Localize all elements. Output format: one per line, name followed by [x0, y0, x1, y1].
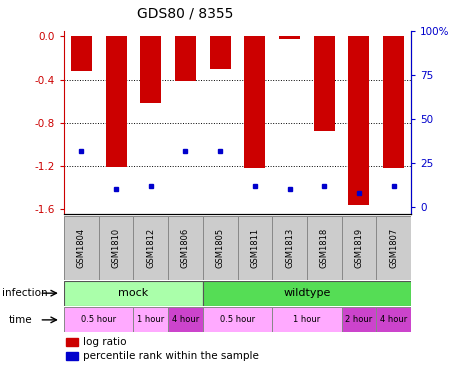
Text: GSM1810: GSM1810 — [112, 228, 121, 268]
Text: 1 hour: 1 hour — [137, 315, 164, 324]
Bar — [349, 37, 369, 205]
Bar — [307, 216, 342, 280]
Text: time: time — [9, 315, 32, 325]
Bar — [141, 37, 161, 103]
Bar — [66, 352, 78, 361]
Bar — [203, 216, 238, 280]
Text: 4 hour: 4 hour — [172, 315, 199, 324]
Text: infection: infection — [2, 288, 48, 298]
Bar — [64, 216, 99, 280]
Bar — [279, 37, 300, 39]
Text: GSM1811: GSM1811 — [250, 228, 259, 268]
Bar — [106, 37, 126, 167]
Bar — [342, 307, 376, 332]
Text: 1 hour: 1 hour — [293, 315, 321, 324]
Bar — [133, 307, 168, 332]
Bar — [99, 216, 133, 280]
Text: 4 hour: 4 hour — [380, 315, 407, 324]
Text: 0.5 hour: 0.5 hour — [220, 315, 255, 324]
Text: mock: mock — [118, 288, 149, 298]
Bar — [245, 37, 265, 168]
Text: GSM1812: GSM1812 — [146, 228, 155, 268]
Bar — [133, 216, 168, 280]
Text: log ratio: log ratio — [83, 337, 127, 347]
Bar — [376, 216, 411, 280]
Bar — [272, 216, 307, 280]
Text: GSM1807: GSM1807 — [389, 228, 398, 268]
Bar — [175, 37, 196, 81]
Text: wildtype: wildtype — [283, 288, 331, 298]
Bar — [383, 37, 404, 168]
Bar — [238, 216, 272, 280]
Text: 0.5 hour: 0.5 hour — [81, 315, 116, 324]
Bar — [210, 37, 230, 69]
Bar — [376, 307, 411, 332]
Bar — [71, 37, 92, 71]
Bar — [168, 216, 203, 280]
Text: GSM1805: GSM1805 — [216, 228, 225, 268]
Bar — [168, 307, 203, 332]
Bar — [314, 37, 334, 131]
Bar — [272, 307, 342, 332]
Bar — [203, 307, 272, 332]
Bar — [64, 281, 203, 306]
Text: GSM1806: GSM1806 — [181, 228, 190, 268]
Text: 2 hour: 2 hour — [345, 315, 372, 324]
Bar — [203, 281, 411, 306]
Text: GSM1813: GSM1813 — [285, 228, 294, 268]
Bar — [64, 307, 133, 332]
Bar — [342, 216, 376, 280]
Bar — [66, 338, 78, 346]
Text: GDS80 / 8355: GDS80 / 8355 — [137, 6, 234, 20]
Text: GSM1818: GSM1818 — [320, 228, 329, 268]
Text: GSM1804: GSM1804 — [77, 228, 86, 268]
Text: percentile rank within the sample: percentile rank within the sample — [83, 351, 259, 361]
Text: GSM1819: GSM1819 — [354, 228, 363, 268]
